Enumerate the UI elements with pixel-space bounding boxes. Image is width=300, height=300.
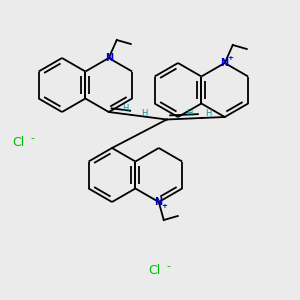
Text: Cl: Cl bbox=[148, 263, 160, 277]
Text: -: - bbox=[30, 133, 34, 143]
Text: H: H bbox=[141, 109, 148, 118]
Text: +: + bbox=[161, 203, 167, 209]
Text: Cl: Cl bbox=[12, 136, 24, 148]
Text: H: H bbox=[186, 109, 192, 118]
Text: N: N bbox=[220, 58, 228, 68]
Text: N: N bbox=[105, 53, 113, 63]
Text: H: H bbox=[205, 109, 211, 118]
Text: -: - bbox=[166, 261, 170, 271]
Text: +: + bbox=[227, 55, 233, 61]
Text: H: H bbox=[122, 104, 129, 113]
Text: N: N bbox=[154, 197, 162, 207]
